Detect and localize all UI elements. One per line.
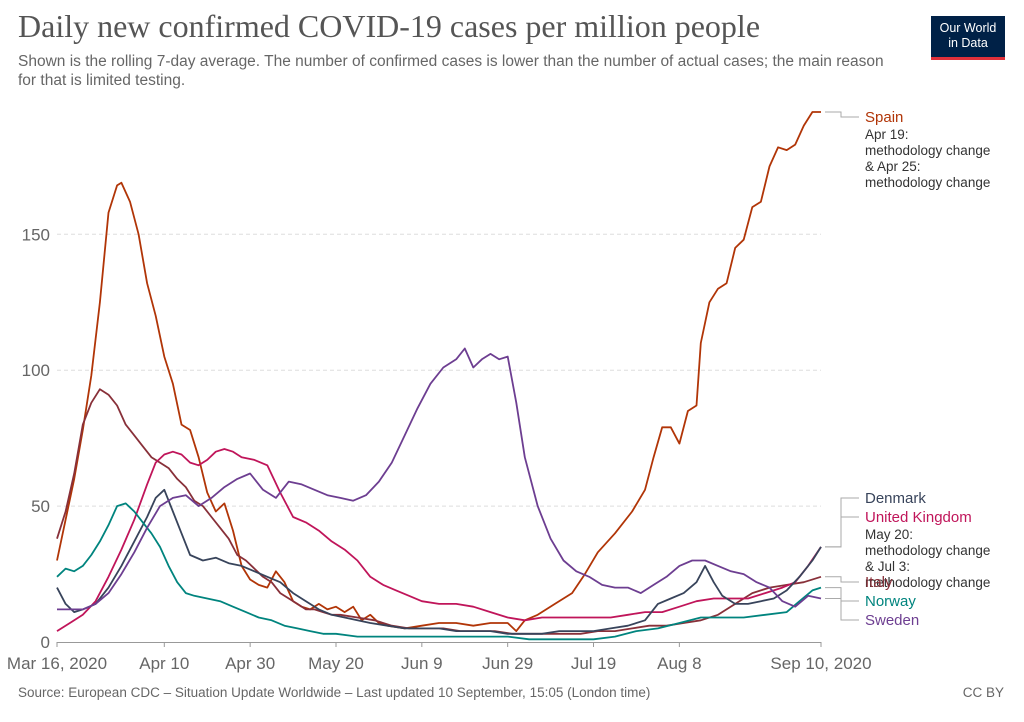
x-tick-label: Apr 10 [139, 654, 189, 673]
series-label-denmark[interactable]: Denmark [865, 490, 926, 507]
license-link[interactable]: CC BY [962, 685, 1004, 700]
series-label-spain[interactable]: Spain [865, 109, 903, 126]
chart-title: Daily new confirmed COVID-19 cases per m… [18, 8, 761, 44]
series-note-united-kingdom: May 20: methodology change & Jul 3: methodo… [865, 527, 990, 590]
label-connector-denmark [825, 497, 859, 548]
x-tick-label: Jul 19 [571, 654, 616, 673]
label-connector-italy [825, 576, 859, 583]
series-line-norway[interactable] [56, 502, 822, 641]
logo-line-1: Our World [939, 21, 997, 35]
x-tick-label: Mar 16, 2020 [7, 654, 107, 673]
y-tick-label: 0 [41, 633, 50, 652]
series-label-united-kingdom[interactable]: United Kingdom [865, 509, 972, 526]
label-connector-norway [825, 587, 859, 602]
x-tick-label: Jun 9 [401, 654, 443, 673]
series-line-sweden[interactable] [57, 347, 822, 611]
owid-logo[interactable]: Our World in Data [931, 16, 1005, 60]
label-connector-united-kingdom [825, 516, 859, 548]
series-note-spain: Apr 19: methodology change & Apr 25: method… [865, 127, 990, 190]
label-connector-sweden [825, 598, 859, 621]
y-tick-label: 150 [22, 225, 50, 244]
series-label-norway[interactable]: Norway [865, 593, 916, 610]
x-tick-label: Sep 10, 2020 [770, 654, 871, 673]
chart-subtitle: Shown is the rolling 7-day average. The … [18, 53, 884, 89]
x-tick-label: Jun 29 [482, 654, 533, 673]
logo-line-2: in Data [948, 36, 988, 50]
series-label-sweden[interactable]: Sweden [865, 612, 919, 629]
x-tick-label: Apr 30 [225, 654, 275, 673]
y-axis-ticks: 0 50 100 150 [22, 225, 50, 652]
label-connector-spain [825, 111, 859, 118]
series-line-united-kingdom[interactable] [56, 448, 822, 632]
y-tick-label: 50 [31, 497, 50, 516]
series-line-italy[interactable] [56, 388, 822, 635]
series-line-denmark[interactable] [56, 488, 822, 635]
grid-lines [57, 233, 821, 643]
series-lines [56, 111, 822, 641]
series-label-italy[interactable]: Italy [865, 574, 893, 591]
x-tick-label: May 20 [308, 654, 364, 673]
source-note: Source: European CDC – Situation Update … [18, 685, 651, 700]
x-tick-label: Aug 8 [657, 654, 701, 673]
y-tick-label: 100 [22, 361, 50, 380]
x-axis-ticks: Mar 16, 2020 Apr 10 Apr 30 May 20 Jun 9 Jun 2… [7, 642, 872, 673]
